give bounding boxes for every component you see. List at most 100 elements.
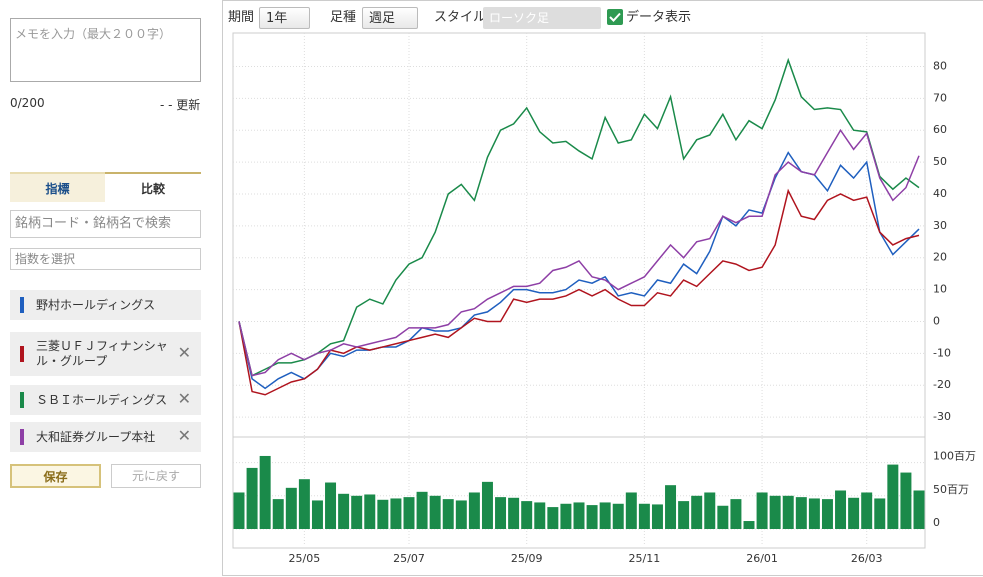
volume-bar [364, 494, 376, 529]
y-tick-label: 50百万 [933, 483, 969, 496]
volume-bar [678, 501, 690, 529]
volume-bar [586, 505, 598, 529]
save-button[interactable]: 保存 [10, 464, 101, 488]
y-tick-label: 40 [933, 187, 947, 200]
volume-bar [311, 500, 323, 529]
y-tick-label: 80 [933, 59, 947, 72]
compare-item[interactable]: 三菱ＵＦＪフィナンシャル・グループ ✕ [10, 332, 201, 376]
bar-select[interactable]: 週足 [362, 7, 419, 29]
volume-bar [717, 505, 729, 529]
volume-bar [756, 492, 768, 529]
volume-bar [468, 492, 480, 529]
volume-bar [821, 499, 833, 529]
style-input: ローソク足 [483, 7, 601, 29]
volume-bar [272, 499, 284, 529]
volume-bar [442, 499, 454, 529]
volume-bar [900, 472, 912, 529]
volume-bar [495, 497, 507, 529]
y-tick-label: 0 [933, 516, 940, 529]
volume-bar [246, 467, 258, 529]
x-tick-label: 26/03 [851, 552, 883, 565]
x-tick-label: 25/07 [393, 552, 425, 565]
checkbox[interactable] [607, 9, 623, 25]
volume-bar [298, 479, 310, 529]
volume-bar [691, 495, 703, 529]
tab[interactable]: 比較 [105, 172, 201, 202]
x-tick-label: 26/01 [746, 552, 778, 565]
index-select[interactable]: 指数を選択 [10, 248, 201, 270]
y-tick-label: 0 [933, 314, 940, 327]
volume-bar [429, 495, 441, 529]
volume-bar [325, 482, 337, 529]
volume-bar [848, 497, 860, 529]
volume-bar [874, 498, 886, 529]
line [238, 128, 920, 377]
y-tick-label: 20 [933, 251, 947, 264]
volume-bar [861, 492, 873, 529]
compare-item[interactable]: ＳＢＩホールディングス ✕ [10, 385, 201, 415]
period-select[interactable]: 1年 [259, 7, 311, 29]
line [238, 188, 920, 396]
line [238, 57, 920, 377]
y-tick-label: -30 [933, 410, 951, 423]
y-tick-label: 50 [933, 155, 947, 168]
volume-bar [403, 497, 415, 529]
show-data-label[interactable]: データ表示 [626, 10, 692, 25]
volume-bar [835, 490, 847, 529]
y-tick-label: 10 [933, 283, 947, 296]
volume-bar [233, 492, 245, 529]
volume-bar [338, 493, 350, 529]
volume-bar [259, 455, 271, 529]
search-select[interactable]: 銘柄コード・銘柄名で検索 [10, 210, 201, 238]
color-bar [20, 429, 24, 445]
y-tick-label: 100百万 [933, 450, 976, 463]
chart: -30 -20 -10 0 10 20 30 40 50 60 70 80 0 50百万 100百万 25/0… [232, 32, 976, 565]
volume-bar [795, 497, 807, 529]
volume-bar [730, 499, 742, 529]
volume-bar [560, 503, 572, 529]
y-tick-label: 70 [933, 91, 947, 104]
remove-icon[interactable]: ✕ [177, 426, 191, 445]
volume-bar [573, 502, 585, 529]
x-tick-label: 25/05 [289, 552, 321, 565]
volume-bar [913, 490, 925, 529]
color-bar [20, 297, 24, 313]
volume-bar [377, 499, 389, 529]
volume-bar [390, 498, 402, 529]
reset-button[interactable]: 元に戻す [111, 464, 201, 488]
series-name: ＳＢＩホールディングス [36, 392, 168, 407]
chart-panel: 期間 1年 足種 週足 スタイル ローソク足 データ表示 -30 -20 -10 0 1… [222, 0, 983, 576]
tab[interactable]: 指標 [10, 172, 105, 202]
volume-bar [481, 481, 493, 529]
style-label: スタイル [434, 10, 487, 25]
volume-bar [625, 492, 637, 529]
memo-input[interactable]: メモを入力（最大２００字） [10, 18, 201, 82]
volume-bar [782, 495, 794, 529]
volume-bar [285, 487, 297, 529]
volume-bar [704, 492, 716, 529]
volume-bar [508, 497, 520, 529]
series-name: 三菱ＵＦＪフィナンシャル・グループ [36, 339, 168, 368]
remove-icon[interactable]: ✕ [177, 343, 191, 362]
y-tick-label: 60 [933, 123, 947, 136]
volume-bar [808, 498, 820, 529]
volume-bar [769, 495, 781, 529]
volume-bar [743, 521, 755, 529]
volume-bar [665, 485, 677, 529]
memo-update[interactable]: - - 更新 [160, 98, 201, 112]
volume-bar [651, 504, 663, 529]
series-name: 大和証券グループ本社 [36, 429, 156, 444]
volume-bar [612, 503, 624, 529]
volume-bar [455, 500, 467, 529]
remove-icon[interactable]: ✕ [177, 389, 191, 408]
y-tick-label: -20 [933, 378, 951, 391]
volume-bar [599, 502, 611, 529]
color-bar [20, 346, 24, 362]
compare-item[interactable]: 野村ホールディングス [10, 290, 201, 320]
volume-bar [547, 507, 559, 529]
volume-bar [534, 502, 546, 529]
bar-label: 足種 [330, 10, 357, 25]
volume-bar [351, 495, 363, 529]
compare-item[interactable]: 大和証券グループ本社 ✕ [10, 422, 201, 452]
volume-bar [638, 503, 650, 529]
